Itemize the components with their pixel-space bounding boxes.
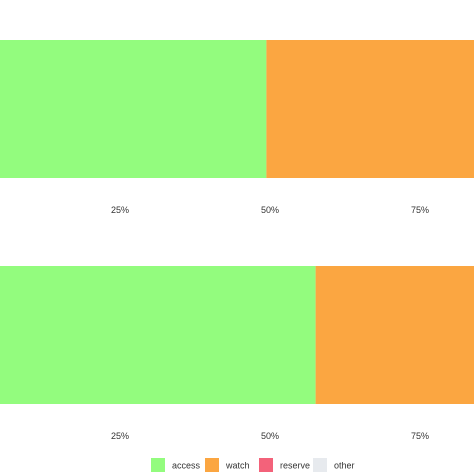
bar-segment-access (0, 266, 316, 404)
x-tick-label: 75% (411, 431, 429, 441)
legend-item-watch: watch (205, 458, 250, 472)
bar-segment-watch (315, 266, 474, 404)
legend-label-reserve: reserve (280, 461, 310, 471)
x-tick-label: 25% (111, 205, 129, 215)
chart-panels: 25% 50% 75% 25% 50% 75% (0, 40, 474, 441)
bar-segment-watch (266, 40, 474, 178)
chart-panel-2: 25% 50% 75% (0, 266, 474, 441)
x-tick-label: 25% (111, 431, 129, 441)
legend-swatch-reserve (259, 458, 273, 472)
x-tick-label: 50% (261, 431, 279, 441)
legend-label-access: access (172, 461, 201, 471)
legend-label-other: other (334, 461, 355, 471)
chart-panel-1: 25% 50% 75% (0, 40, 474, 215)
bar-segment-access (0, 40, 267, 178)
legend-label-watch: watch (225, 461, 250, 471)
x-tick-label: 75% (411, 205, 429, 215)
legend-swatch-watch (205, 458, 219, 472)
legend: access watch reserve other (151, 458, 355, 472)
legend-item-reserve: reserve (259, 458, 310, 472)
legend-swatch-access (151, 458, 165, 472)
x-tick-label: 50% (261, 205, 279, 215)
legend-swatch-other (313, 458, 327, 472)
legend-item-other: other (313, 458, 355, 472)
legend-item-access: access (151, 458, 201, 472)
